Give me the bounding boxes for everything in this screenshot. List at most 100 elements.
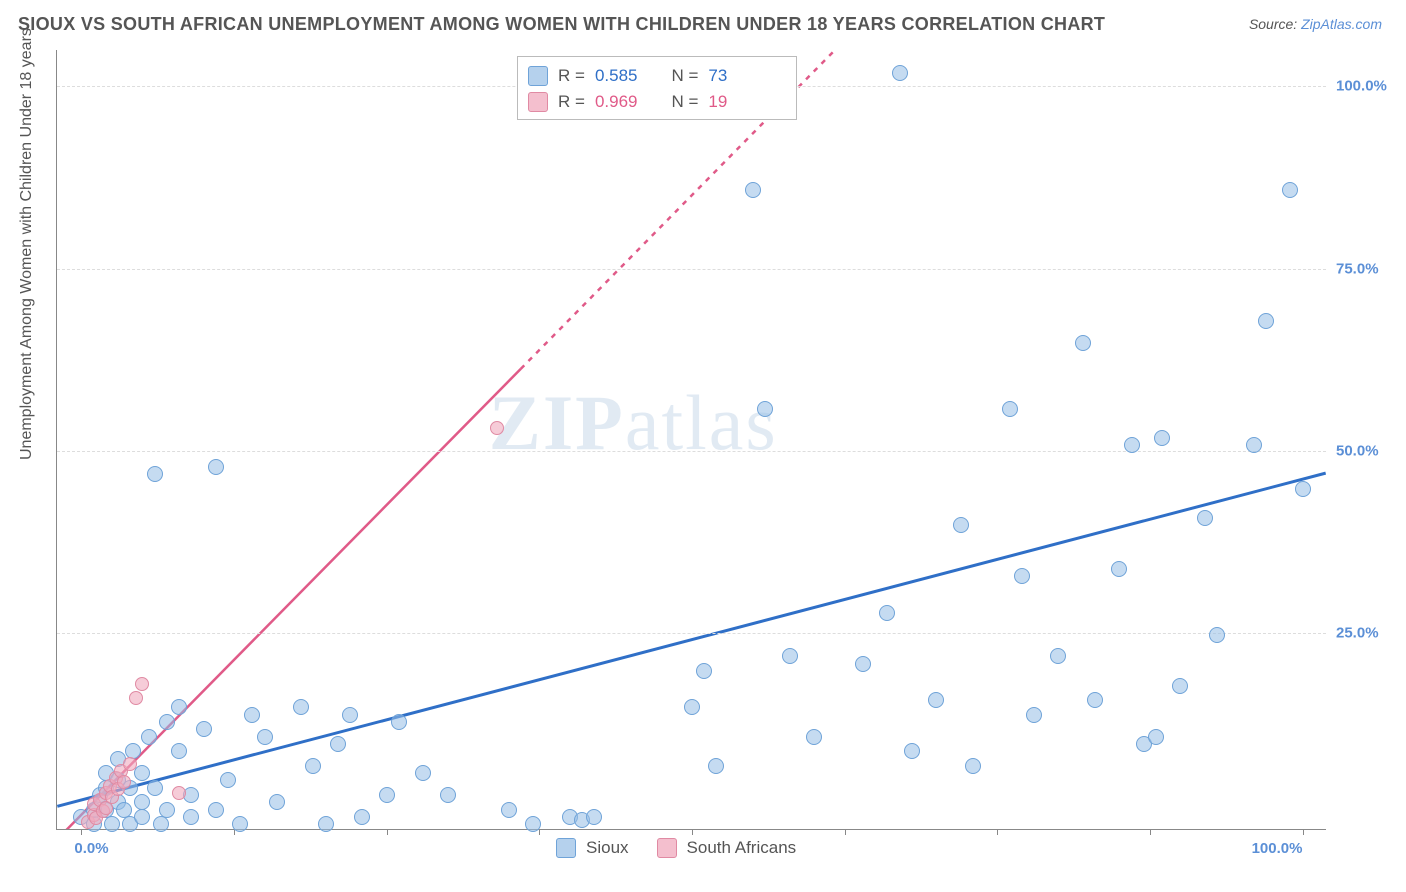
x-tick-mark [1150, 829, 1151, 835]
data-point [1154, 430, 1170, 446]
data-point [586, 809, 602, 825]
data-point [129, 691, 143, 705]
data-point [684, 699, 700, 715]
data-point [953, 517, 969, 533]
y-axis-label: Unemployment Among Women with Children U… [18, 28, 36, 460]
legend-swatch [528, 92, 548, 112]
x-tick-mark [387, 829, 388, 835]
source-link[interactable]: ZipAtlas.com [1301, 16, 1382, 32]
data-point [123, 757, 137, 771]
x-tick-mark [539, 829, 540, 835]
data-point [172, 786, 186, 800]
x-tick-label-right: 100.0% [1252, 840, 1303, 857]
data-point [1087, 692, 1103, 708]
source-attribution: Source: ZipAtlas.com [1249, 16, 1382, 32]
data-point [318, 816, 334, 832]
n-label: N = [671, 92, 698, 112]
gridline [57, 269, 1326, 270]
data-point [354, 809, 370, 825]
data-point [525, 816, 541, 832]
y-tick-label: 75.0% [1336, 260, 1396, 277]
data-point [1014, 568, 1030, 584]
data-point [1111, 561, 1127, 577]
data-point [305, 758, 321, 774]
data-point [1002, 401, 1018, 417]
data-point [1282, 182, 1298, 198]
data-point [208, 802, 224, 818]
data-point [1172, 678, 1188, 694]
stats-row: R = 0.585 N = 73 [528, 63, 786, 89]
data-point [141, 729, 157, 745]
data-point [134, 765, 150, 781]
data-point [1246, 437, 1262, 453]
data-point [269, 794, 285, 810]
data-point [892, 65, 908, 81]
data-point [183, 809, 199, 825]
stats-row: R =0.969N =19 [528, 89, 786, 115]
data-point [196, 721, 212, 737]
legend-swatch [528, 66, 548, 86]
legend-swatch [556, 838, 576, 858]
data-point [147, 466, 163, 482]
data-point [745, 182, 761, 198]
gridline [57, 633, 1326, 634]
data-point [490, 421, 504, 435]
data-point [855, 656, 871, 672]
watermark-bold: ZIP [489, 379, 625, 466]
legend-label: Sioux [586, 838, 629, 858]
r-label: R = [558, 92, 585, 112]
data-point [879, 605, 895, 621]
data-point [171, 699, 187, 715]
data-point [1295, 481, 1311, 497]
data-point [159, 802, 175, 818]
data-point [153, 816, 169, 832]
watermark-rest: atlas [625, 379, 778, 466]
x-tick-mark [997, 829, 998, 835]
plot-area: ZIPatlas 25.0%50.0%75.0%100.0%R =0.585N … [56, 50, 1326, 830]
watermark: ZIPatlas [489, 378, 778, 468]
data-point [1124, 437, 1140, 453]
y-tick-label: 100.0% [1336, 78, 1396, 95]
data-point [1197, 510, 1213, 526]
trend-line [57, 473, 1325, 806]
data-point [757, 401, 773, 417]
data-point [342, 707, 358, 723]
n-label: N = [671, 66, 698, 86]
data-point [1050, 648, 1066, 664]
data-point [1209, 627, 1225, 643]
y-tick-label: 25.0% [1336, 625, 1396, 642]
x-tick-mark [81, 829, 82, 835]
data-point [171, 743, 187, 759]
data-point [220, 772, 236, 788]
data-point [232, 816, 248, 832]
data-point [1258, 313, 1274, 329]
x-tick-mark [1303, 829, 1304, 835]
r-value: 0.969 [595, 92, 638, 112]
data-point [965, 758, 981, 774]
data-point [208, 459, 224, 475]
r-value: 0.585 [595, 66, 638, 86]
data-point [147, 780, 163, 796]
data-point [904, 743, 920, 759]
legend-swatch [657, 838, 677, 858]
data-point [391, 714, 407, 730]
data-point [440, 787, 456, 803]
data-point [708, 758, 724, 774]
x-tick-mark [692, 829, 693, 835]
chart-title: SIOUX VS SOUTH AFRICAN UNEMPLOYMENT AMON… [18, 14, 1105, 35]
data-point [501, 802, 517, 818]
legend-label: South Africans [687, 838, 797, 858]
data-point [293, 699, 309, 715]
source-prefix: Source: [1249, 16, 1301, 32]
data-point [117, 775, 131, 789]
data-point [257, 729, 273, 745]
data-point [928, 692, 944, 708]
data-point [330, 736, 346, 752]
data-point [1075, 335, 1091, 351]
r-label: R = [558, 66, 585, 86]
data-point [159, 714, 175, 730]
n-value: 73 [708, 66, 727, 86]
data-point [244, 707, 260, 723]
data-point [696, 663, 712, 679]
x-tick-mark [845, 829, 846, 835]
